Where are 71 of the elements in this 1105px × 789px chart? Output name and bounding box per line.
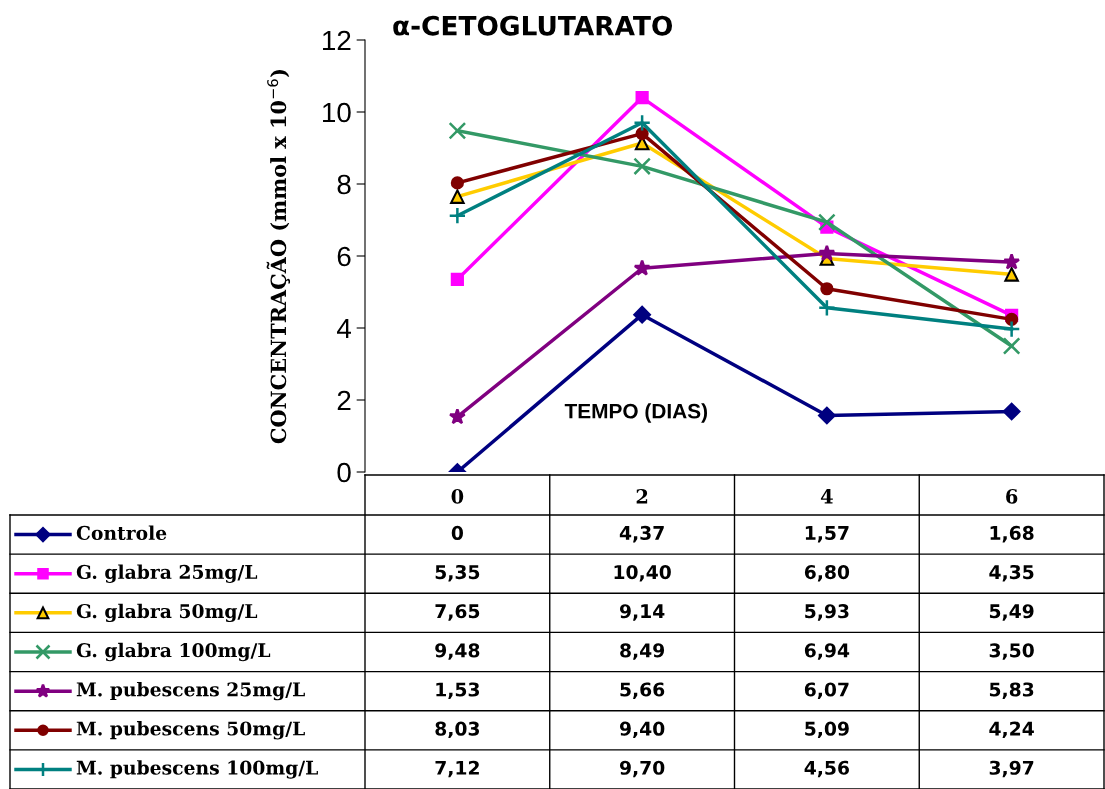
data-label: 4,56: [804, 760, 849, 778]
x-axis-title: TEMPO (DIAS): [564, 403, 708, 423]
data-label: 5,83: [989, 682, 1034, 699]
data-label: 1,53: [436, 682, 480, 699]
legend-label: M. pubescens 25mg/L: [76, 681, 305, 701]
data-label: 7,12: [435, 760, 479, 778]
data-label: 10,40: [614, 564, 671, 582]
point: [448, 121, 467, 140]
point: [450, 272, 464, 286]
data-label: 9,48: [435, 643, 480, 660]
point: [635, 91, 649, 105]
point: [1004, 267, 1019, 282]
data-label: 0: [451, 525, 463, 541]
point: [633, 305, 652, 324]
data-label: 3,97: [989, 760, 1034, 778]
data-label: 8,49: [620, 643, 665, 660]
data-label: 6,80: [804, 564, 850, 582]
point: [817, 213, 836, 232]
point: [633, 113, 652, 132]
data-label: 5,35: [435, 564, 480, 582]
data-label: 6,94: [804, 643, 850, 660]
y-tick-label: 10: [323, 102, 351, 123]
point: [448, 206, 467, 225]
legend-label: G. glabra 100mg/L: [76, 642, 271, 662]
point: [817, 406, 836, 425]
data-label: 5,93: [805, 604, 849, 621]
legend-label: G. glabra 25mg/L: [76, 564, 258, 583]
y-tick-label: 12: [323, 30, 351, 51]
x-tick-label: 2: [636, 489, 648, 504]
legend-label: M. pubescens 100mg/L: [76, 760, 318, 779]
point: [450, 176, 464, 190]
data-label: 5,66: [620, 682, 665, 699]
y-tick-label: 4: [337, 318, 351, 339]
data-label: 9,70: [619, 760, 665, 778]
data-label: 8,03: [435, 721, 480, 739]
legend-label: M. pubescens 50mg/L: [76, 721, 305, 740]
data-label: 4,24: [989, 721, 1034, 739]
chart-title: α-CETOGLUTARATO: [393, 15, 673, 36]
data-label: 1,68: [990, 525, 1034, 543]
point: [1002, 337, 1021, 355]
point: [1003, 253, 1021, 270]
data-label: 1,57: [805, 526, 849, 543]
data-label: 3,50: [989, 643, 1034, 660]
point: [818, 244, 836, 261]
data-label: 9,40: [619, 721, 665, 739]
legend-label: G. glabra 50mg/L: [76, 603, 258, 623]
data-label: 6,07: [804, 682, 849, 699]
data-label: 9,14: [619, 604, 665, 621]
point: [450, 189, 465, 204]
point: [817, 298, 836, 317]
x-tick-label: 4: [820, 489, 833, 504]
data-label: 4,37: [619, 525, 664, 543]
data-label: 5,09: [805, 721, 849, 739]
data-label: 4,35: [989, 564, 1034, 582]
point: [448, 408, 466, 425]
y-tick-label: 0: [337, 462, 351, 483]
x-tick-label: 0: [451, 489, 464, 504]
data-label: 7,65: [435, 604, 480, 621]
legend-label: Controle: [76, 525, 167, 541]
point: [635, 126, 649, 141]
point: [633, 259, 651, 276]
point: [820, 282, 834, 296]
y-tick-label: 8: [337, 174, 351, 195]
y-tick-label: 2: [337, 390, 351, 411]
y-axis-title: CONCENTRAÇÃO (mmol x 10$^{−6}$): [266, 69, 291, 444]
point: [1002, 320, 1021, 338]
x-tick-label: 6: [1006, 489, 1018, 504]
point: [633, 157, 652, 176]
point: [1002, 402, 1021, 421]
y-tick-label: 6: [337, 246, 351, 267]
data-label: 5,49: [989, 604, 1034, 621]
